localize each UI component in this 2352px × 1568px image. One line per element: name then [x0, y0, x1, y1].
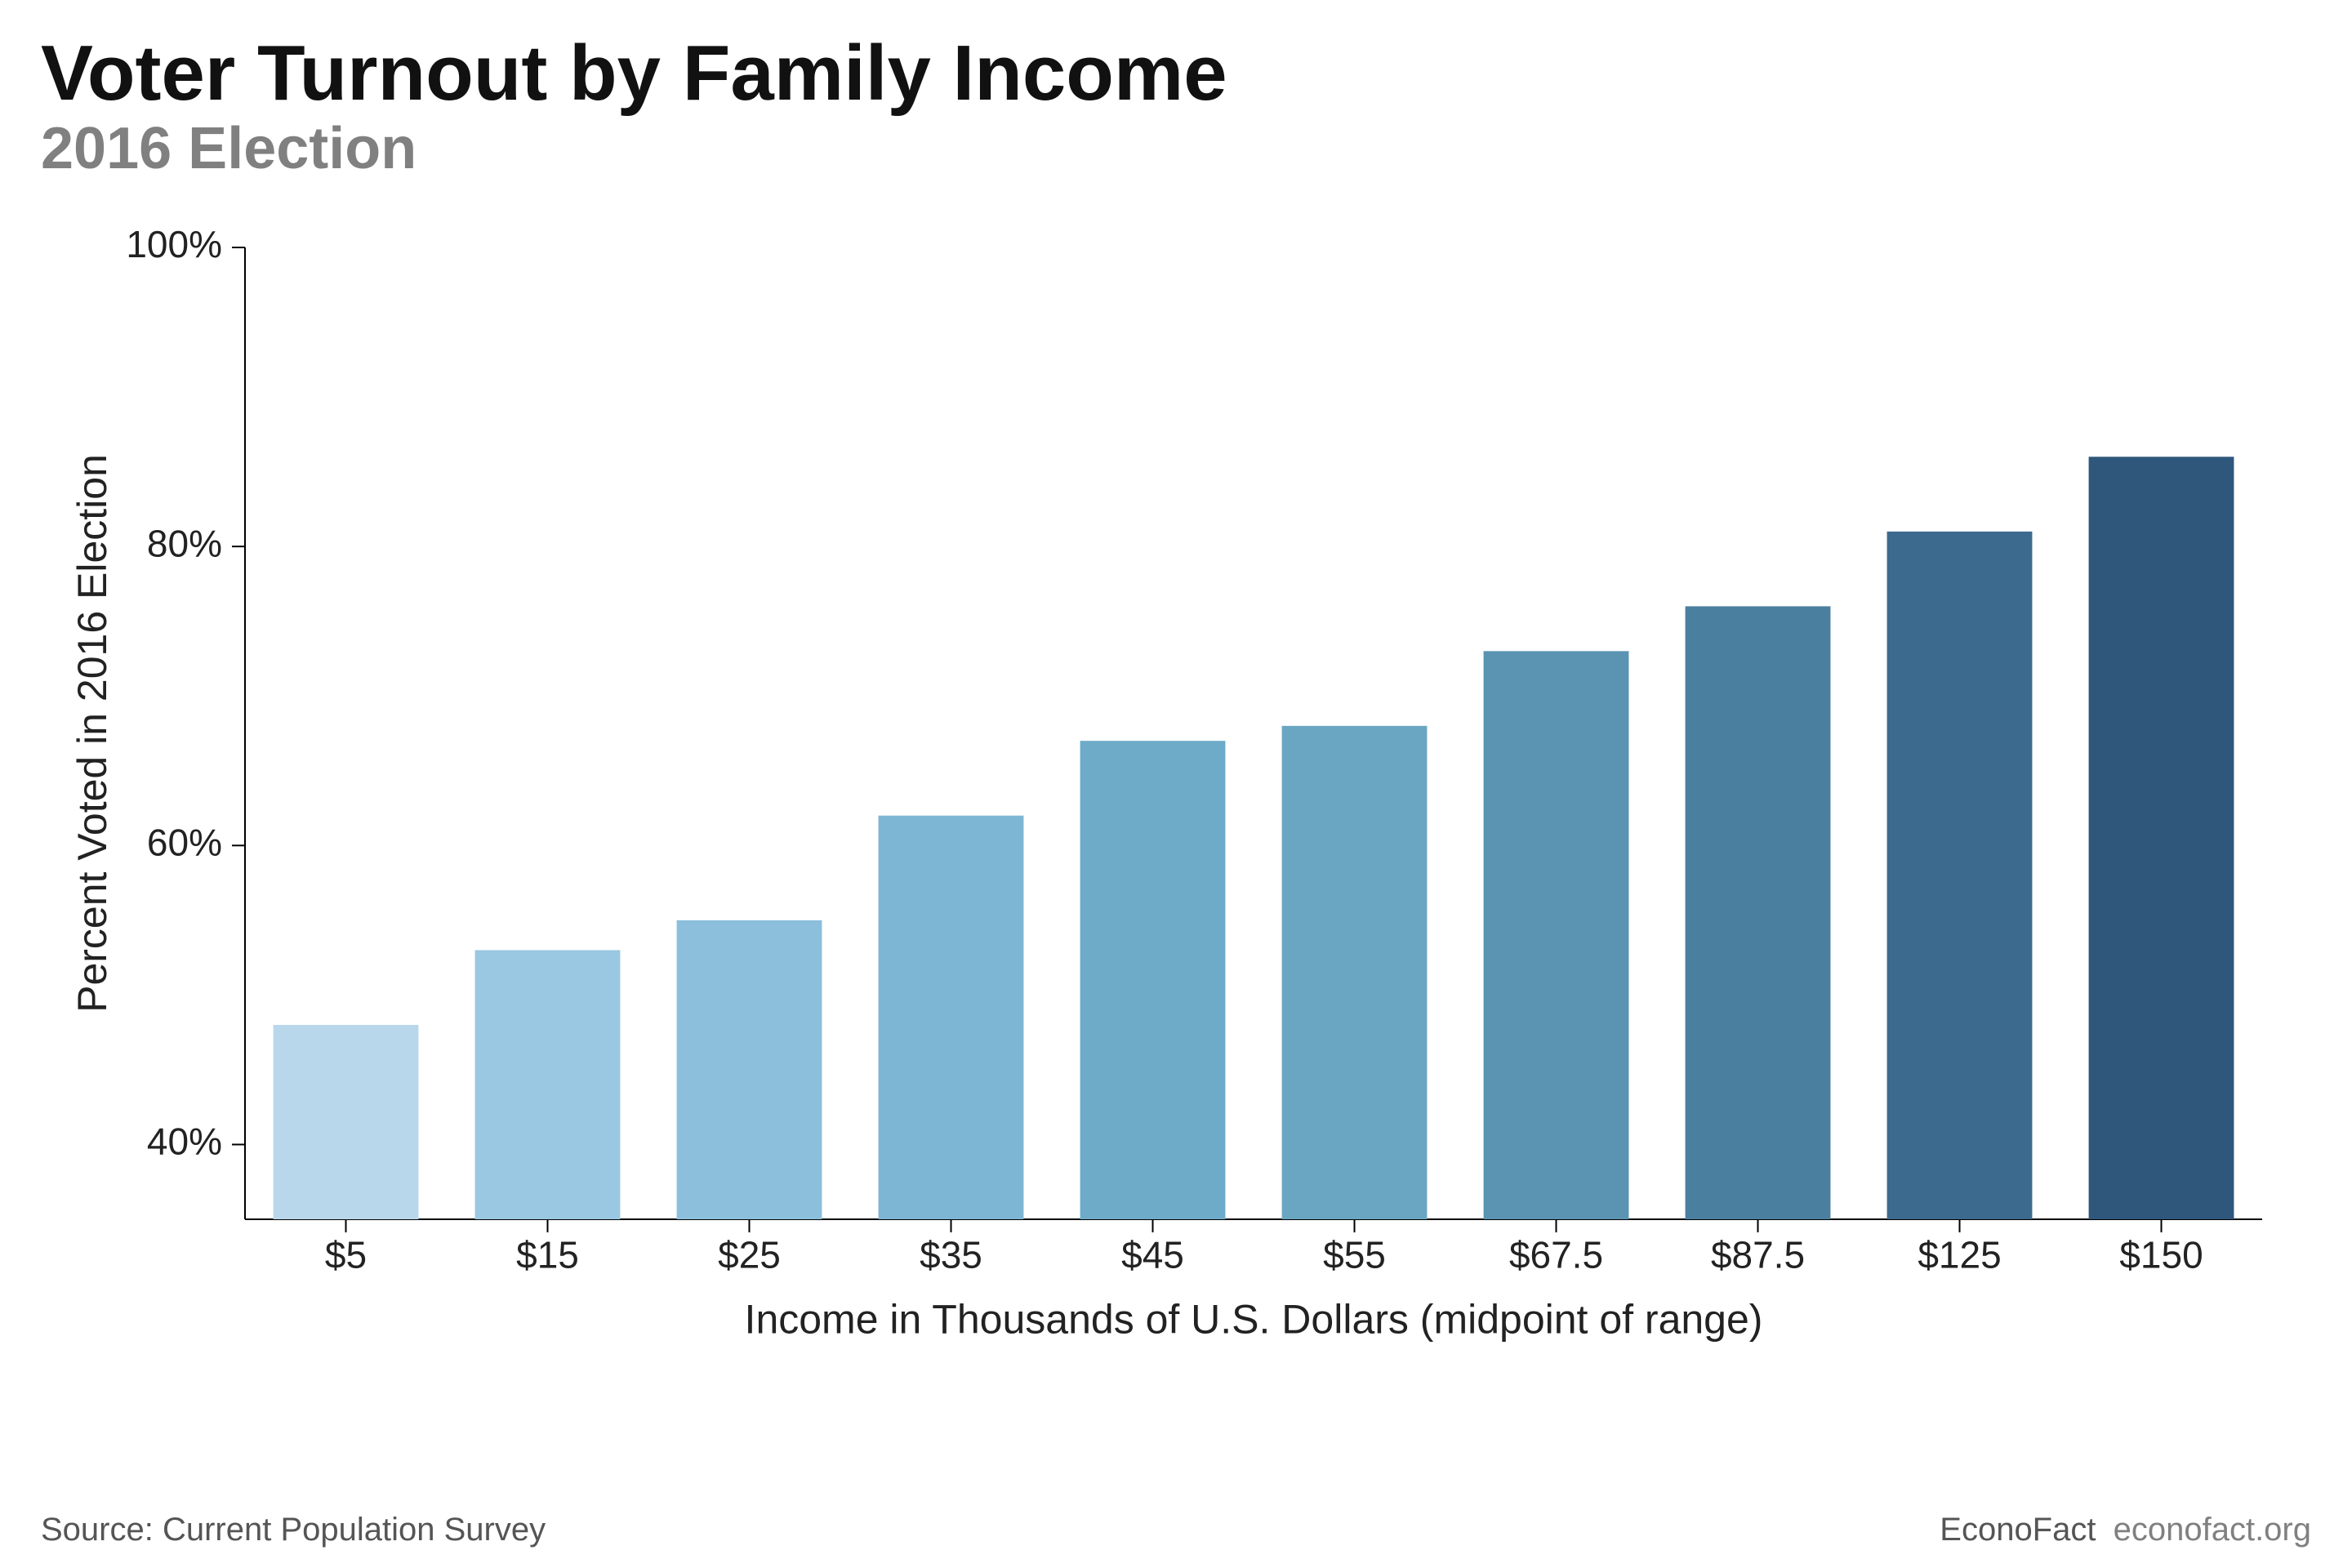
chart-footer: Source: Current Population Survey EconoF… — [41, 1512, 2311, 1548]
brand-block: EconoFact econofact.org — [1940, 1512, 2311, 1548]
bar — [677, 920, 822, 1219]
bar — [1080, 741, 1226, 1219]
bar — [1686, 606, 1831, 1219]
y-tick-label: 60% — [147, 821, 222, 863]
x-tick-label: $67.5 — [1509, 1233, 1603, 1276]
bar — [879, 815, 1024, 1218]
y-tick-label: 80% — [147, 522, 222, 564]
bar — [1282, 726, 1428, 1219]
y-tick-label: 40% — [147, 1120, 222, 1162]
x-axis-title: Income in Thousands of U.S. Dollars (mid… — [745, 1296, 1763, 1342]
x-tick-label: $45 — [1121, 1233, 1184, 1276]
x-tick-label: $87.5 — [1711, 1233, 1805, 1276]
brand-name: EconoFact — [1940, 1512, 2096, 1548]
bar — [274, 1025, 419, 1219]
x-tick-label: $5 — [325, 1233, 367, 1276]
chart-area: 40% 60% 80% 100% $5 $15 $25 $35 $45 $55 $67.5 $87.5… — [41, 215, 2311, 1407]
x-tick-label: $25 — [718, 1233, 781, 1276]
chart-title: Voter Turnout by Family Income — [41, 33, 2311, 115]
chart-container: Voter Turnout by Family Income 2016 Elec… — [0, 0, 2352, 1568]
y-tick-label: 100% — [126, 223, 222, 265]
x-tick-label: $55 — [1323, 1233, 1386, 1276]
brand-site: econofact.org — [2114, 1512, 2311, 1548]
bar — [2089, 457, 2234, 1219]
bar-chart-svg: 40% 60% 80% 100% $5 $15 $25 $35 $45 $55 $67.5 $87.5… — [41, 215, 2311, 1407]
y-axis-title: Percent Voted in 2016 Election — [69, 454, 115, 1013]
x-tick-label: $125 — [1918, 1233, 2001, 1276]
bar — [1484, 651, 1629, 1219]
x-tick-label: $35 — [920, 1233, 982, 1276]
bar — [475, 950, 621, 1219]
chart-subtitle: 2016 Election — [41, 115, 2311, 182]
bar — [1887, 532, 2033, 1219]
source-text: Source: Current Population Survey — [41, 1512, 546, 1548]
x-tick-label: $15 — [516, 1233, 579, 1276]
x-tick-label: $150 — [2119, 1233, 2203, 1276]
